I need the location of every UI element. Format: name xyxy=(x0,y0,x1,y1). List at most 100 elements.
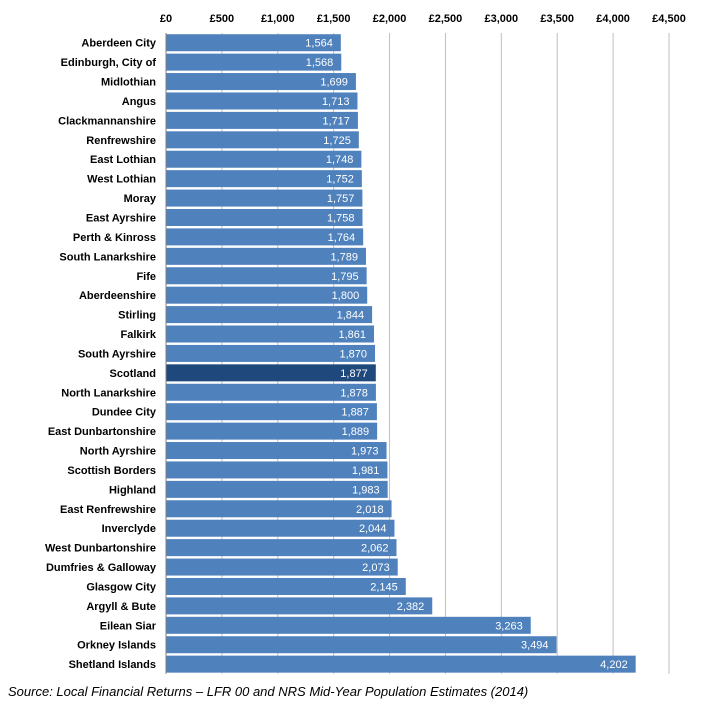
category-label: Dumfries & Galloway xyxy=(46,562,157,574)
category-label: South Lanarkshire xyxy=(59,251,156,263)
bar xyxy=(166,577,406,595)
data-label: 1,889 xyxy=(342,426,370,438)
data-label: 2,382 xyxy=(397,601,425,613)
bar xyxy=(166,306,373,324)
category-label: Orkney Islands xyxy=(77,640,156,652)
bar xyxy=(166,150,362,168)
bar xyxy=(166,34,341,52)
data-label: 2,044 xyxy=(359,523,387,535)
bar xyxy=(166,92,358,110)
data-label: 1,861 xyxy=(338,329,366,341)
category-label: West Lothian xyxy=(87,174,156,186)
bar xyxy=(166,636,557,654)
x-tick-label: £500 xyxy=(210,13,234,25)
category-label: Fife xyxy=(136,271,156,283)
data-label: 1,795 xyxy=(331,271,359,283)
category-label: Highland xyxy=(109,484,156,496)
data-label: 1,752 xyxy=(326,174,354,186)
x-tick-label: £3,000 xyxy=(485,13,519,25)
category-label: North Lanarkshire xyxy=(61,387,156,399)
bar xyxy=(166,403,377,421)
category-label: Shetland Islands xyxy=(69,659,156,671)
category-label: East Ayrshire xyxy=(86,212,156,224)
data-label: 2,073 xyxy=(362,562,390,574)
category-label: East Renfrewshire xyxy=(60,504,156,516)
category-label: Aberdeenshire xyxy=(79,290,156,302)
category-label: Dundee City xyxy=(92,407,157,419)
category-label: Edinburgh, City of xyxy=(61,57,157,69)
data-label: 1,789 xyxy=(330,251,358,263)
bar xyxy=(166,189,363,207)
bar xyxy=(166,597,433,615)
bar xyxy=(166,519,395,537)
x-tick-label: £1,000 xyxy=(261,13,295,25)
category-label: Clackmannanshire xyxy=(58,115,156,127)
data-label: 1,717 xyxy=(322,115,350,127)
data-label: 1,764 xyxy=(328,232,356,244)
data-label: 1,983 xyxy=(352,484,380,496)
bar xyxy=(166,228,364,246)
bar xyxy=(166,461,388,479)
bar xyxy=(166,170,362,188)
bar xyxy=(166,286,368,304)
data-label: 2,062 xyxy=(361,543,389,555)
category-label: Aberdeen City xyxy=(81,38,156,50)
data-label: 1,568 xyxy=(306,57,334,69)
category-label: Perth & Kinross xyxy=(73,232,156,244)
bar xyxy=(166,344,376,362)
category-label: Inverclyde xyxy=(102,523,156,535)
bar xyxy=(166,73,356,91)
bar xyxy=(166,247,366,265)
data-label: 2,018 xyxy=(356,504,384,516)
data-label: 1,748 xyxy=(326,154,354,166)
bar xyxy=(166,442,387,460)
data-label: 1,844 xyxy=(337,310,365,322)
category-label: East Dunbartonshire xyxy=(48,426,156,438)
category-label: East Lothian xyxy=(90,154,156,166)
x-tick-label: £4,000 xyxy=(596,13,630,25)
data-label: 3,263 xyxy=(495,620,523,632)
category-label: South Ayrshire xyxy=(78,348,156,360)
data-label: 1,878 xyxy=(340,387,368,399)
bar xyxy=(166,616,531,634)
source-note: Source: Local Financial Returns – LFR 00… xyxy=(8,684,529,699)
x-tick-label: £0 xyxy=(160,13,172,25)
data-label: 1,887 xyxy=(341,407,369,419)
category-label: Eilean Siar xyxy=(100,620,157,632)
data-label: 1,870 xyxy=(339,348,367,360)
category-label: North Ayrshire xyxy=(80,446,156,458)
x-tick-label: £3,500 xyxy=(540,13,574,25)
x-tick-label: £4,500 xyxy=(652,13,686,25)
data-label: 1,725 xyxy=(323,135,351,147)
data-label: 1,877 xyxy=(340,368,368,380)
data-label: 1,713 xyxy=(322,96,350,108)
x-tick-label: £2,500 xyxy=(429,13,463,25)
category-label: Scottish Borders xyxy=(67,465,156,477)
data-label: 1,800 xyxy=(332,290,360,302)
category-label: Stirling xyxy=(118,310,156,322)
data-label: 1,758 xyxy=(327,212,355,224)
bar xyxy=(166,267,367,285)
bar xyxy=(166,539,397,557)
category-label: Moray xyxy=(124,193,157,205)
data-label: 1,981 xyxy=(352,465,380,477)
bar xyxy=(166,422,378,440)
bar xyxy=(166,558,398,576)
data-label: 2,145 xyxy=(370,581,398,593)
category-label: West Dunbartonshire xyxy=(45,543,156,555)
bar xyxy=(166,53,342,71)
category-label: Scotland xyxy=(110,368,156,380)
x-tick-label: £1,500 xyxy=(317,13,351,25)
bar xyxy=(166,480,388,498)
category-label: Falkirk xyxy=(121,329,157,341)
category-label: Midlothian xyxy=(101,77,156,89)
bar xyxy=(166,131,359,149)
bar xyxy=(166,383,376,401)
data-label: 1,699 xyxy=(320,77,348,89)
category-label: Angus xyxy=(122,96,156,108)
bar xyxy=(166,500,392,518)
x-tick-label: £2,000 xyxy=(373,13,407,25)
category-label: Renfrewshire xyxy=(86,135,156,147)
data-label: 1,973 xyxy=(351,446,379,458)
